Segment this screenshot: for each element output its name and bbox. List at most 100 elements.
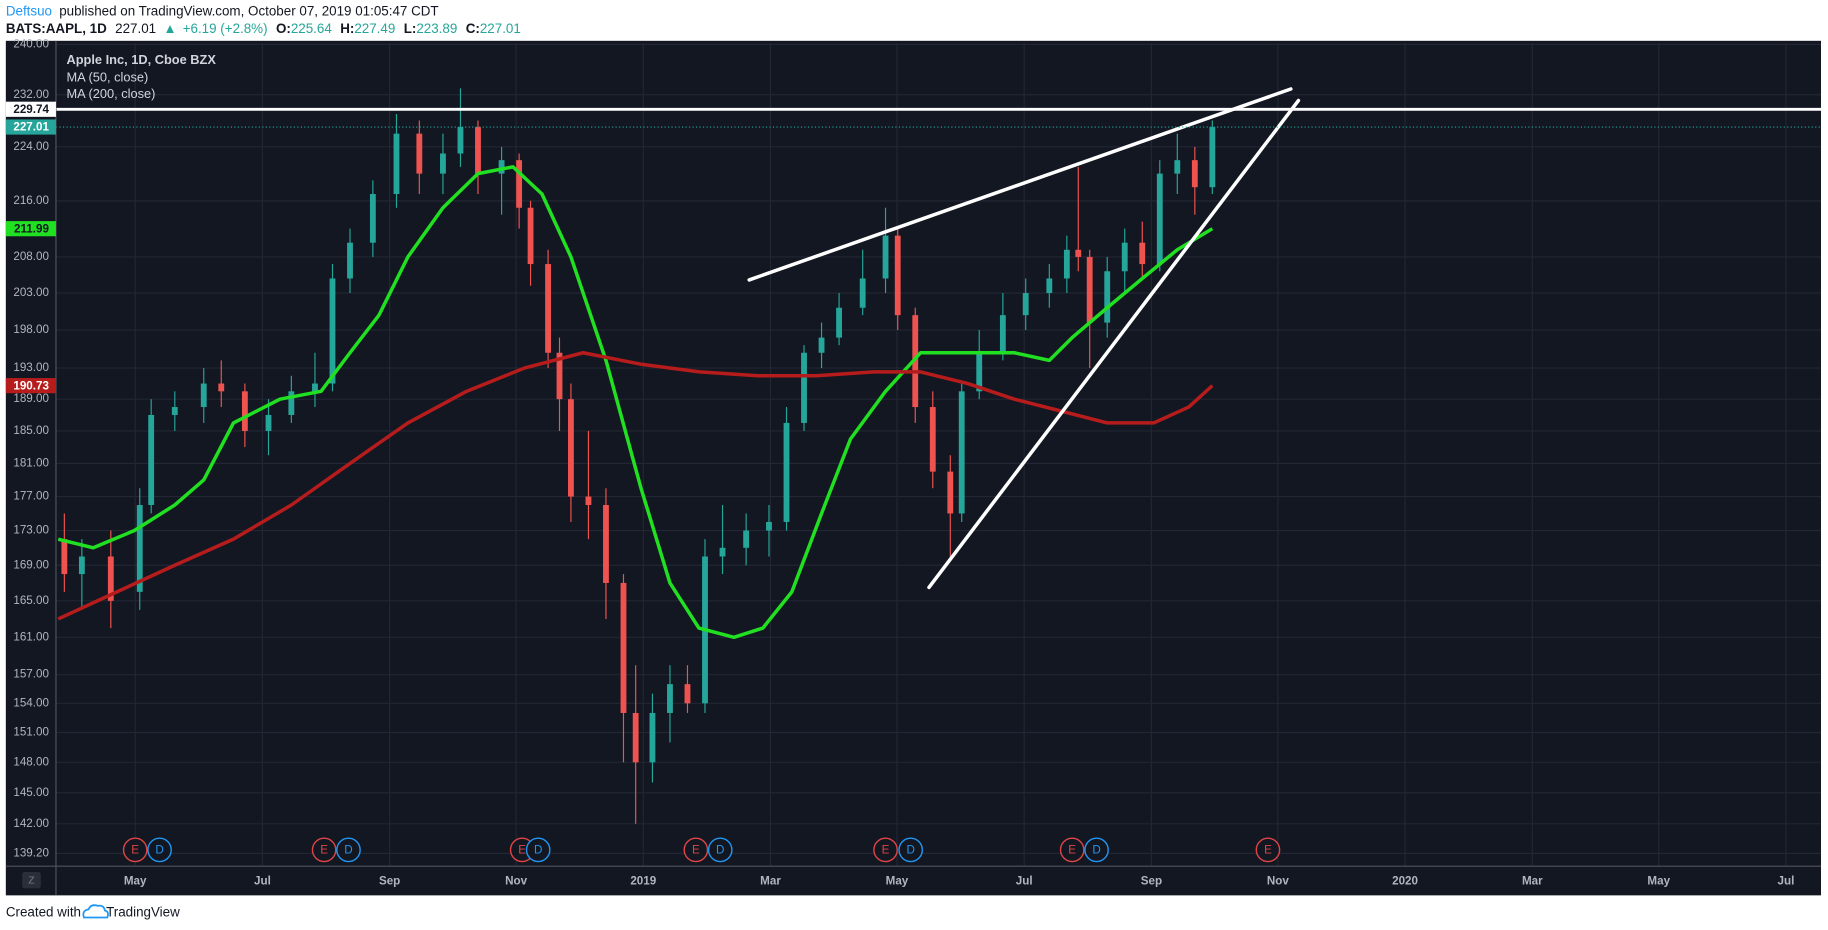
brand-logo[interactable]: [82, 904, 109, 919]
candle-body: [719, 547, 726, 557]
candle-body: [783, 422, 790, 522]
event-marker[interactable]: [1255, 837, 1281, 863]
candle-body: [632, 712, 639, 763]
axes: 240.00 232.00 224.00 216.00 208.00 203.00 198.…: [5, 37, 1795, 887]
y-tick-label: 161.00: [13, 630, 49, 643]
y-tick-label: 185.00: [13, 424, 49, 437]
candle-body: [958, 391, 965, 514]
price-label: 190.73: [13, 379, 49, 392]
event-label: D: [344, 844, 352, 857]
ohlc-key: H:: [340, 21, 354, 36]
candle-body: [369, 193, 376, 243]
ohlc-key: O:: [276, 21, 291, 36]
event-marker[interactable]: [898, 837, 924, 863]
candle-body: [1063, 249, 1070, 279]
brand[interactable]: TradingView: [106, 904, 180, 919]
event-marker[interactable]: [336, 837, 361, 863]
x-tick-label: May: [1647, 874, 1670, 887]
event-marker[interactable]: [873, 837, 898, 863]
scale-button[interactable]: [22, 872, 41, 889]
candle-body: [999, 315, 1006, 353]
candle-body: [241, 391, 248, 431]
event-label: D: [1092, 844, 1100, 857]
y-tick-label: 181.00: [13, 456, 49, 469]
event-marker[interactable]: [1084, 837, 1109, 863]
scale-button-label[interactable]: Z: [28, 876, 35, 887]
candle-body: [649, 712, 656, 763]
event-label: E: [692, 844, 700, 857]
candle-body: [801, 352, 807, 423]
candle-body: [498, 160, 505, 174]
candle-body: [265, 414, 272, 431]
price-label: 229.74: [13, 103, 49, 116]
candle-body: [218, 383, 225, 392]
symbol: BATS:AAPL, 1D: [6, 21, 107, 36]
author[interactable]: Deftsuo: [6, 3, 52, 18]
candle-body: [1104, 271, 1111, 323]
last: 227.01: [115, 21, 156, 36]
candle-body: [148, 414, 155, 505]
x-tick-label: May: [124, 874, 147, 887]
candle-body: [836, 307, 842, 338]
candle-body: [882, 235, 889, 279]
candle-body: [1086, 256, 1093, 323]
ma-line: [57, 351, 1214, 621]
y-tick-label: 203.00: [13, 286, 49, 299]
y-tick-label: 240.00: [13, 37, 49, 50]
x-tick-label: Sep: [379, 874, 400, 887]
candle-body: [527, 207, 534, 265]
y-tick-label: 232.00: [13, 88, 49, 101]
candle-body: [976, 352, 983, 392]
candle-body: [929, 407, 936, 472]
y-tick-label: 189.00: [13, 392, 49, 405]
event-marker[interactable]: [1059, 837, 1085, 863]
candle-body: [61, 539, 68, 575]
candle-body: [288, 391, 295, 415]
candle-body: [947, 471, 954, 514]
event-marker[interactable]: [122, 837, 148, 863]
ohlc-value: 225.64: [291, 21, 333, 36]
candle-body: [743, 530, 750, 548]
y-tick-label: 151.00: [13, 726, 49, 739]
trend-line: [927, 98, 1301, 590]
footer-text: Created with: [6, 904, 81, 919]
candle-body: [1046, 278, 1053, 294]
x-tick-label: 2020: [1392, 874, 1418, 887]
x-tick-label: Jul: [1778, 874, 1795, 887]
event-label: D: [155, 844, 163, 857]
candle-body: [78, 556, 85, 575]
x-tick-label: Mar: [1522, 874, 1543, 887]
legend-entry: MA (50, close): [66, 70, 148, 85]
event-marker[interactable]: [525, 837, 551, 863]
y-tick-label: 208.00: [13, 250, 49, 263]
ohlc-value: 223.89: [416, 21, 457, 36]
candle-body: [312, 383, 318, 392]
event-label: E: [518, 844, 526, 857]
candle-body: [416, 133, 423, 174]
event-marker[interactable]: [683, 837, 709, 863]
y-tick-label: 198.00: [13, 323, 49, 336]
x-tick-label: May: [886, 874, 909, 887]
event-label: D: [906, 844, 914, 857]
candle-body: [1121, 242, 1128, 272]
event-marker[interactable]: [147, 837, 172, 863]
candle-body: [818, 337, 825, 353]
event-marker[interactable]: [311, 837, 337, 863]
y-tick-label: 224.00: [13, 140, 49, 153]
price-label-box: [5, 101, 56, 117]
candle-body: [1191, 160, 1198, 188]
candle-body: [1139, 242, 1146, 265]
y-tick-label: 142.00: [13, 817, 49, 830]
event-marker[interactable]: [707, 837, 733, 863]
candle-body: [545, 264, 551, 353]
price-label-box: [5, 221, 56, 237]
candle-body: [859, 278, 866, 308]
candle-body: [440, 153, 446, 174]
price-label: 211.99: [14, 222, 49, 235]
y-tick-label: 145.00: [13, 786, 49, 799]
published: published on TradingView.com, October 07…: [59, 3, 438, 18]
candle-body: [475, 127, 481, 174]
candle-body: [1174, 160, 1181, 174]
ohlc-value: 227.01: [480, 21, 521, 36]
